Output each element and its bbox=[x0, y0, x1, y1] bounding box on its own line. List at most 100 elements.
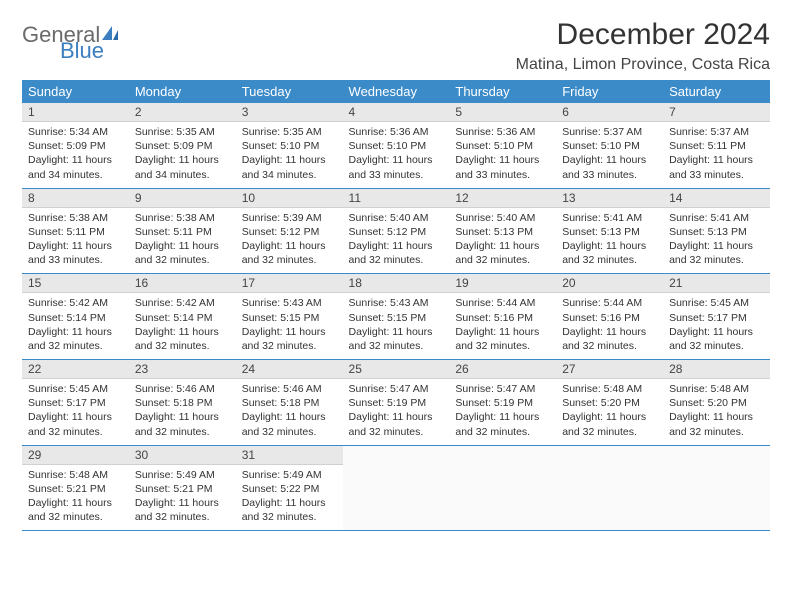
calendar-cell: 12Sunrise: 5:40 AMSunset: 5:13 PMDayligh… bbox=[449, 188, 556, 274]
sunset-line: Sunset: 5:16 PM bbox=[562, 311, 657, 325]
day-number: 26 bbox=[449, 360, 556, 379]
sunset-line: Sunset: 5:15 PM bbox=[349, 311, 444, 325]
day-number: 15 bbox=[22, 274, 129, 293]
day-number: 13 bbox=[556, 189, 663, 208]
daylight-line: Daylight: 11 hours and 32 minutes. bbox=[349, 410, 444, 438]
day-number: 25 bbox=[343, 360, 450, 379]
calendar-cell: 10Sunrise: 5:39 AMSunset: 5:12 PMDayligh… bbox=[236, 188, 343, 274]
sunrise-line: Sunrise: 5:45 AM bbox=[669, 296, 764, 310]
calendar-cell: 18Sunrise: 5:43 AMSunset: 5:15 PMDayligh… bbox=[343, 274, 450, 360]
sunset-line: Sunset: 5:09 PM bbox=[135, 139, 230, 153]
daylight-line: Daylight: 11 hours and 33 minutes. bbox=[455, 153, 550, 181]
day-number: 14 bbox=[663, 189, 770, 208]
sunrise-line: Sunrise: 5:36 AM bbox=[349, 125, 444, 139]
daylight-line: Daylight: 11 hours and 32 minutes. bbox=[28, 496, 123, 524]
daylight-line: Daylight: 11 hours and 32 minutes. bbox=[562, 325, 657, 353]
daylight-line: Daylight: 11 hours and 33 minutes. bbox=[28, 239, 123, 267]
day-number: 4 bbox=[343, 103, 450, 122]
calendar-cell: 1Sunrise: 5:34 AMSunset: 5:09 PMDaylight… bbox=[22, 103, 129, 188]
sunset-line: Sunset: 5:18 PM bbox=[135, 396, 230, 410]
daylight-line: Daylight: 11 hours and 32 minutes. bbox=[242, 410, 337, 438]
day-content: Sunrise: 5:35 AMSunset: 5:10 PMDaylight:… bbox=[236, 122, 343, 188]
day-content: Sunrise: 5:37 AMSunset: 5:10 PMDaylight:… bbox=[556, 122, 663, 188]
weekday-header: Wednesday bbox=[343, 80, 450, 103]
daylight-line: Daylight: 11 hours and 33 minutes. bbox=[562, 153, 657, 181]
daylight-line: Daylight: 11 hours and 32 minutes. bbox=[349, 239, 444, 267]
sunrise-line: Sunrise: 5:34 AM bbox=[28, 125, 123, 139]
sunrise-line: Sunrise: 5:44 AM bbox=[455, 296, 550, 310]
sunset-line: Sunset: 5:11 PM bbox=[135, 225, 230, 239]
day-content: Sunrise: 5:49 AMSunset: 5:21 PMDaylight:… bbox=[129, 465, 236, 531]
day-content: Sunrise: 5:44 AMSunset: 5:16 PMDaylight:… bbox=[556, 293, 663, 359]
calendar-cell: 22Sunrise: 5:45 AMSunset: 5:17 PMDayligh… bbox=[22, 360, 129, 446]
day-number: 19 bbox=[449, 274, 556, 293]
daylight-line: Daylight: 11 hours and 34 minutes. bbox=[135, 153, 230, 181]
calendar-cell-empty bbox=[343, 445, 450, 531]
sunset-line: Sunset: 5:10 PM bbox=[349, 139, 444, 153]
sunset-line: Sunset: 5:12 PM bbox=[349, 225, 444, 239]
daylight-line: Daylight: 11 hours and 32 minutes. bbox=[135, 410, 230, 438]
sunrise-line: Sunrise: 5:44 AM bbox=[562, 296, 657, 310]
calendar-cell: 2Sunrise: 5:35 AMSunset: 5:09 PMDaylight… bbox=[129, 103, 236, 188]
day-content: Sunrise: 5:48 AMSunset: 5:21 PMDaylight:… bbox=[22, 465, 129, 531]
calendar-cell: 20Sunrise: 5:44 AMSunset: 5:16 PMDayligh… bbox=[556, 274, 663, 360]
calendar-cell: 9Sunrise: 5:38 AMSunset: 5:11 PMDaylight… bbox=[129, 188, 236, 274]
weekday-header: Monday bbox=[129, 80, 236, 103]
day-content: Sunrise: 5:38 AMSunset: 5:11 PMDaylight:… bbox=[129, 208, 236, 274]
sunset-line: Sunset: 5:18 PM bbox=[242, 396, 337, 410]
sunrise-line: Sunrise: 5:42 AM bbox=[28, 296, 123, 310]
sunrise-line: Sunrise: 5:49 AM bbox=[135, 468, 230, 482]
day-number: 24 bbox=[236, 360, 343, 379]
day-content: Sunrise: 5:37 AMSunset: 5:11 PMDaylight:… bbox=[663, 122, 770, 188]
sunset-line: Sunset: 5:13 PM bbox=[562, 225, 657, 239]
calendar-cell: 7Sunrise: 5:37 AMSunset: 5:11 PMDaylight… bbox=[663, 103, 770, 188]
sunrise-line: Sunrise: 5:47 AM bbox=[455, 382, 550, 396]
day-content: Sunrise: 5:48 AMSunset: 5:20 PMDaylight:… bbox=[556, 379, 663, 445]
sunrise-line: Sunrise: 5:38 AM bbox=[135, 211, 230, 225]
day-content: Sunrise: 5:48 AMSunset: 5:20 PMDaylight:… bbox=[663, 379, 770, 445]
calendar-cell: 6Sunrise: 5:37 AMSunset: 5:10 PMDaylight… bbox=[556, 103, 663, 188]
daylight-line: Daylight: 11 hours and 34 minutes. bbox=[28, 153, 123, 181]
daylight-line: Daylight: 11 hours and 32 minutes. bbox=[562, 239, 657, 267]
calendar-cell: 31Sunrise: 5:49 AMSunset: 5:22 PMDayligh… bbox=[236, 445, 343, 531]
sunset-line: Sunset: 5:10 PM bbox=[562, 139, 657, 153]
day-number: 21 bbox=[663, 274, 770, 293]
day-number: 7 bbox=[663, 103, 770, 122]
calendar-cell: 26Sunrise: 5:47 AMSunset: 5:19 PMDayligh… bbox=[449, 360, 556, 446]
weekday-header: Saturday bbox=[663, 80, 770, 103]
calendar-cell: 8Sunrise: 5:38 AMSunset: 5:11 PMDaylight… bbox=[22, 188, 129, 274]
sunset-line: Sunset: 5:11 PM bbox=[669, 139, 764, 153]
sunrise-line: Sunrise: 5:39 AM bbox=[242, 211, 337, 225]
day-content: Sunrise: 5:42 AMSunset: 5:14 PMDaylight:… bbox=[129, 293, 236, 359]
weekday-header: Sunday bbox=[22, 80, 129, 103]
sunset-line: Sunset: 5:10 PM bbox=[455, 139, 550, 153]
day-number: 2 bbox=[129, 103, 236, 122]
day-number: 27 bbox=[556, 360, 663, 379]
daylight-line: Daylight: 11 hours and 32 minutes. bbox=[562, 410, 657, 438]
day-content: Sunrise: 5:36 AMSunset: 5:10 PMDaylight:… bbox=[343, 122, 450, 188]
day-content: Sunrise: 5:40 AMSunset: 5:13 PMDaylight:… bbox=[449, 208, 556, 274]
sunset-line: Sunset: 5:21 PM bbox=[135, 482, 230, 496]
daylight-line: Daylight: 11 hours and 32 minutes. bbox=[135, 239, 230, 267]
calendar-row: 1Sunrise: 5:34 AMSunset: 5:09 PMDaylight… bbox=[22, 103, 770, 188]
sunset-line: Sunset: 5:19 PM bbox=[349, 396, 444, 410]
weekday-header: Friday bbox=[556, 80, 663, 103]
sunset-line: Sunset: 5:14 PM bbox=[135, 311, 230, 325]
calendar-cell: 17Sunrise: 5:43 AMSunset: 5:15 PMDayligh… bbox=[236, 274, 343, 360]
day-content: Sunrise: 5:45 AMSunset: 5:17 PMDaylight:… bbox=[22, 379, 129, 445]
day-number: 12 bbox=[449, 189, 556, 208]
day-content: Sunrise: 5:41 AMSunset: 5:13 PMDaylight:… bbox=[556, 208, 663, 274]
sunrise-line: Sunrise: 5:36 AM bbox=[455, 125, 550, 139]
day-number: 5 bbox=[449, 103, 556, 122]
day-number: 16 bbox=[129, 274, 236, 293]
sunrise-line: Sunrise: 5:37 AM bbox=[669, 125, 764, 139]
calendar-row: 8Sunrise: 5:38 AMSunset: 5:11 PMDaylight… bbox=[22, 188, 770, 274]
sunset-line: Sunset: 5:10 PM bbox=[242, 139, 337, 153]
daylight-line: Daylight: 11 hours and 32 minutes. bbox=[455, 325, 550, 353]
sunrise-line: Sunrise: 5:35 AM bbox=[242, 125, 337, 139]
day-content: Sunrise: 5:42 AMSunset: 5:14 PMDaylight:… bbox=[22, 293, 129, 359]
sunset-line: Sunset: 5:12 PM bbox=[242, 225, 337, 239]
sunset-line: Sunset: 5:15 PM bbox=[242, 311, 337, 325]
calendar-cell: 4Sunrise: 5:36 AMSunset: 5:10 PMDaylight… bbox=[343, 103, 450, 188]
calendar-row: 22Sunrise: 5:45 AMSunset: 5:17 PMDayligh… bbox=[22, 360, 770, 446]
